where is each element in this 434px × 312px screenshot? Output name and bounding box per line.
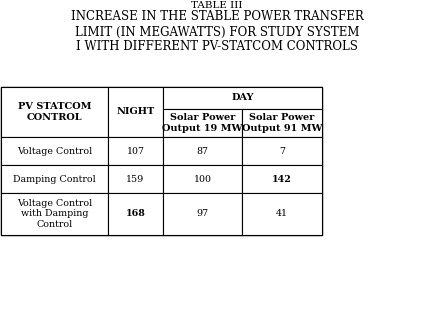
- Bar: [108, 137, 163, 165]
- Text: LIMIT (IN MEGAWATTS) FOR STUDY SYSTEM: LIMIT (IN MEGAWATTS) FOR STUDY SYSTEM: [75, 26, 359, 38]
- Bar: [163, 165, 242, 193]
- Text: 41: 41: [276, 209, 288, 218]
- Text: 100: 100: [194, 174, 211, 183]
- Bar: [163, 193, 242, 235]
- Bar: [242, 109, 322, 137]
- Text: 107: 107: [126, 147, 145, 155]
- Bar: [108, 165, 163, 193]
- Bar: [1, 137, 108, 165]
- Text: TABLE III: TABLE III: [191, 1, 243, 9]
- Bar: [242, 193, 322, 235]
- Text: 159: 159: [126, 174, 145, 183]
- Text: 97: 97: [197, 209, 209, 218]
- Text: Voltage Control
with Damping
Control: Voltage Control with Damping Control: [17, 199, 92, 229]
- Text: PV STATCOM
CONTROL: PV STATCOM CONTROL: [18, 102, 91, 122]
- Bar: [108, 87, 163, 137]
- Bar: [1, 87, 322, 235]
- Bar: [1, 193, 108, 235]
- Text: Solar Power
Output 19 MW: Solar Power Output 19 MW: [162, 113, 243, 133]
- Bar: [163, 109, 242, 137]
- Text: Damping Control: Damping Control: [13, 174, 96, 183]
- Bar: [108, 193, 163, 235]
- Text: I WITH DIFFERENT PV-STATCOM CONTROLS: I WITH DIFFERENT PV-STATCOM CONTROLS: [76, 41, 358, 53]
- Text: Voltage Control: Voltage Control: [17, 147, 92, 155]
- Bar: [163, 87, 322, 109]
- Bar: [1, 165, 108, 193]
- Bar: [242, 165, 322, 193]
- Bar: [163, 137, 242, 165]
- Text: INCREASE IN THE STABLE POWER TRANSFER: INCREASE IN THE STABLE POWER TRANSFER: [71, 11, 363, 23]
- Text: DAY: DAY: [231, 94, 254, 103]
- Text: 87: 87: [197, 147, 208, 155]
- Text: 168: 168: [125, 209, 145, 218]
- Text: 142: 142: [272, 174, 292, 183]
- Text: NIGHT: NIGHT: [116, 108, 155, 116]
- Bar: [1, 87, 108, 137]
- Text: Solar Power
Output 91 MW: Solar Power Output 91 MW: [242, 113, 322, 133]
- Text: 7: 7: [279, 147, 285, 155]
- Bar: [242, 137, 322, 165]
